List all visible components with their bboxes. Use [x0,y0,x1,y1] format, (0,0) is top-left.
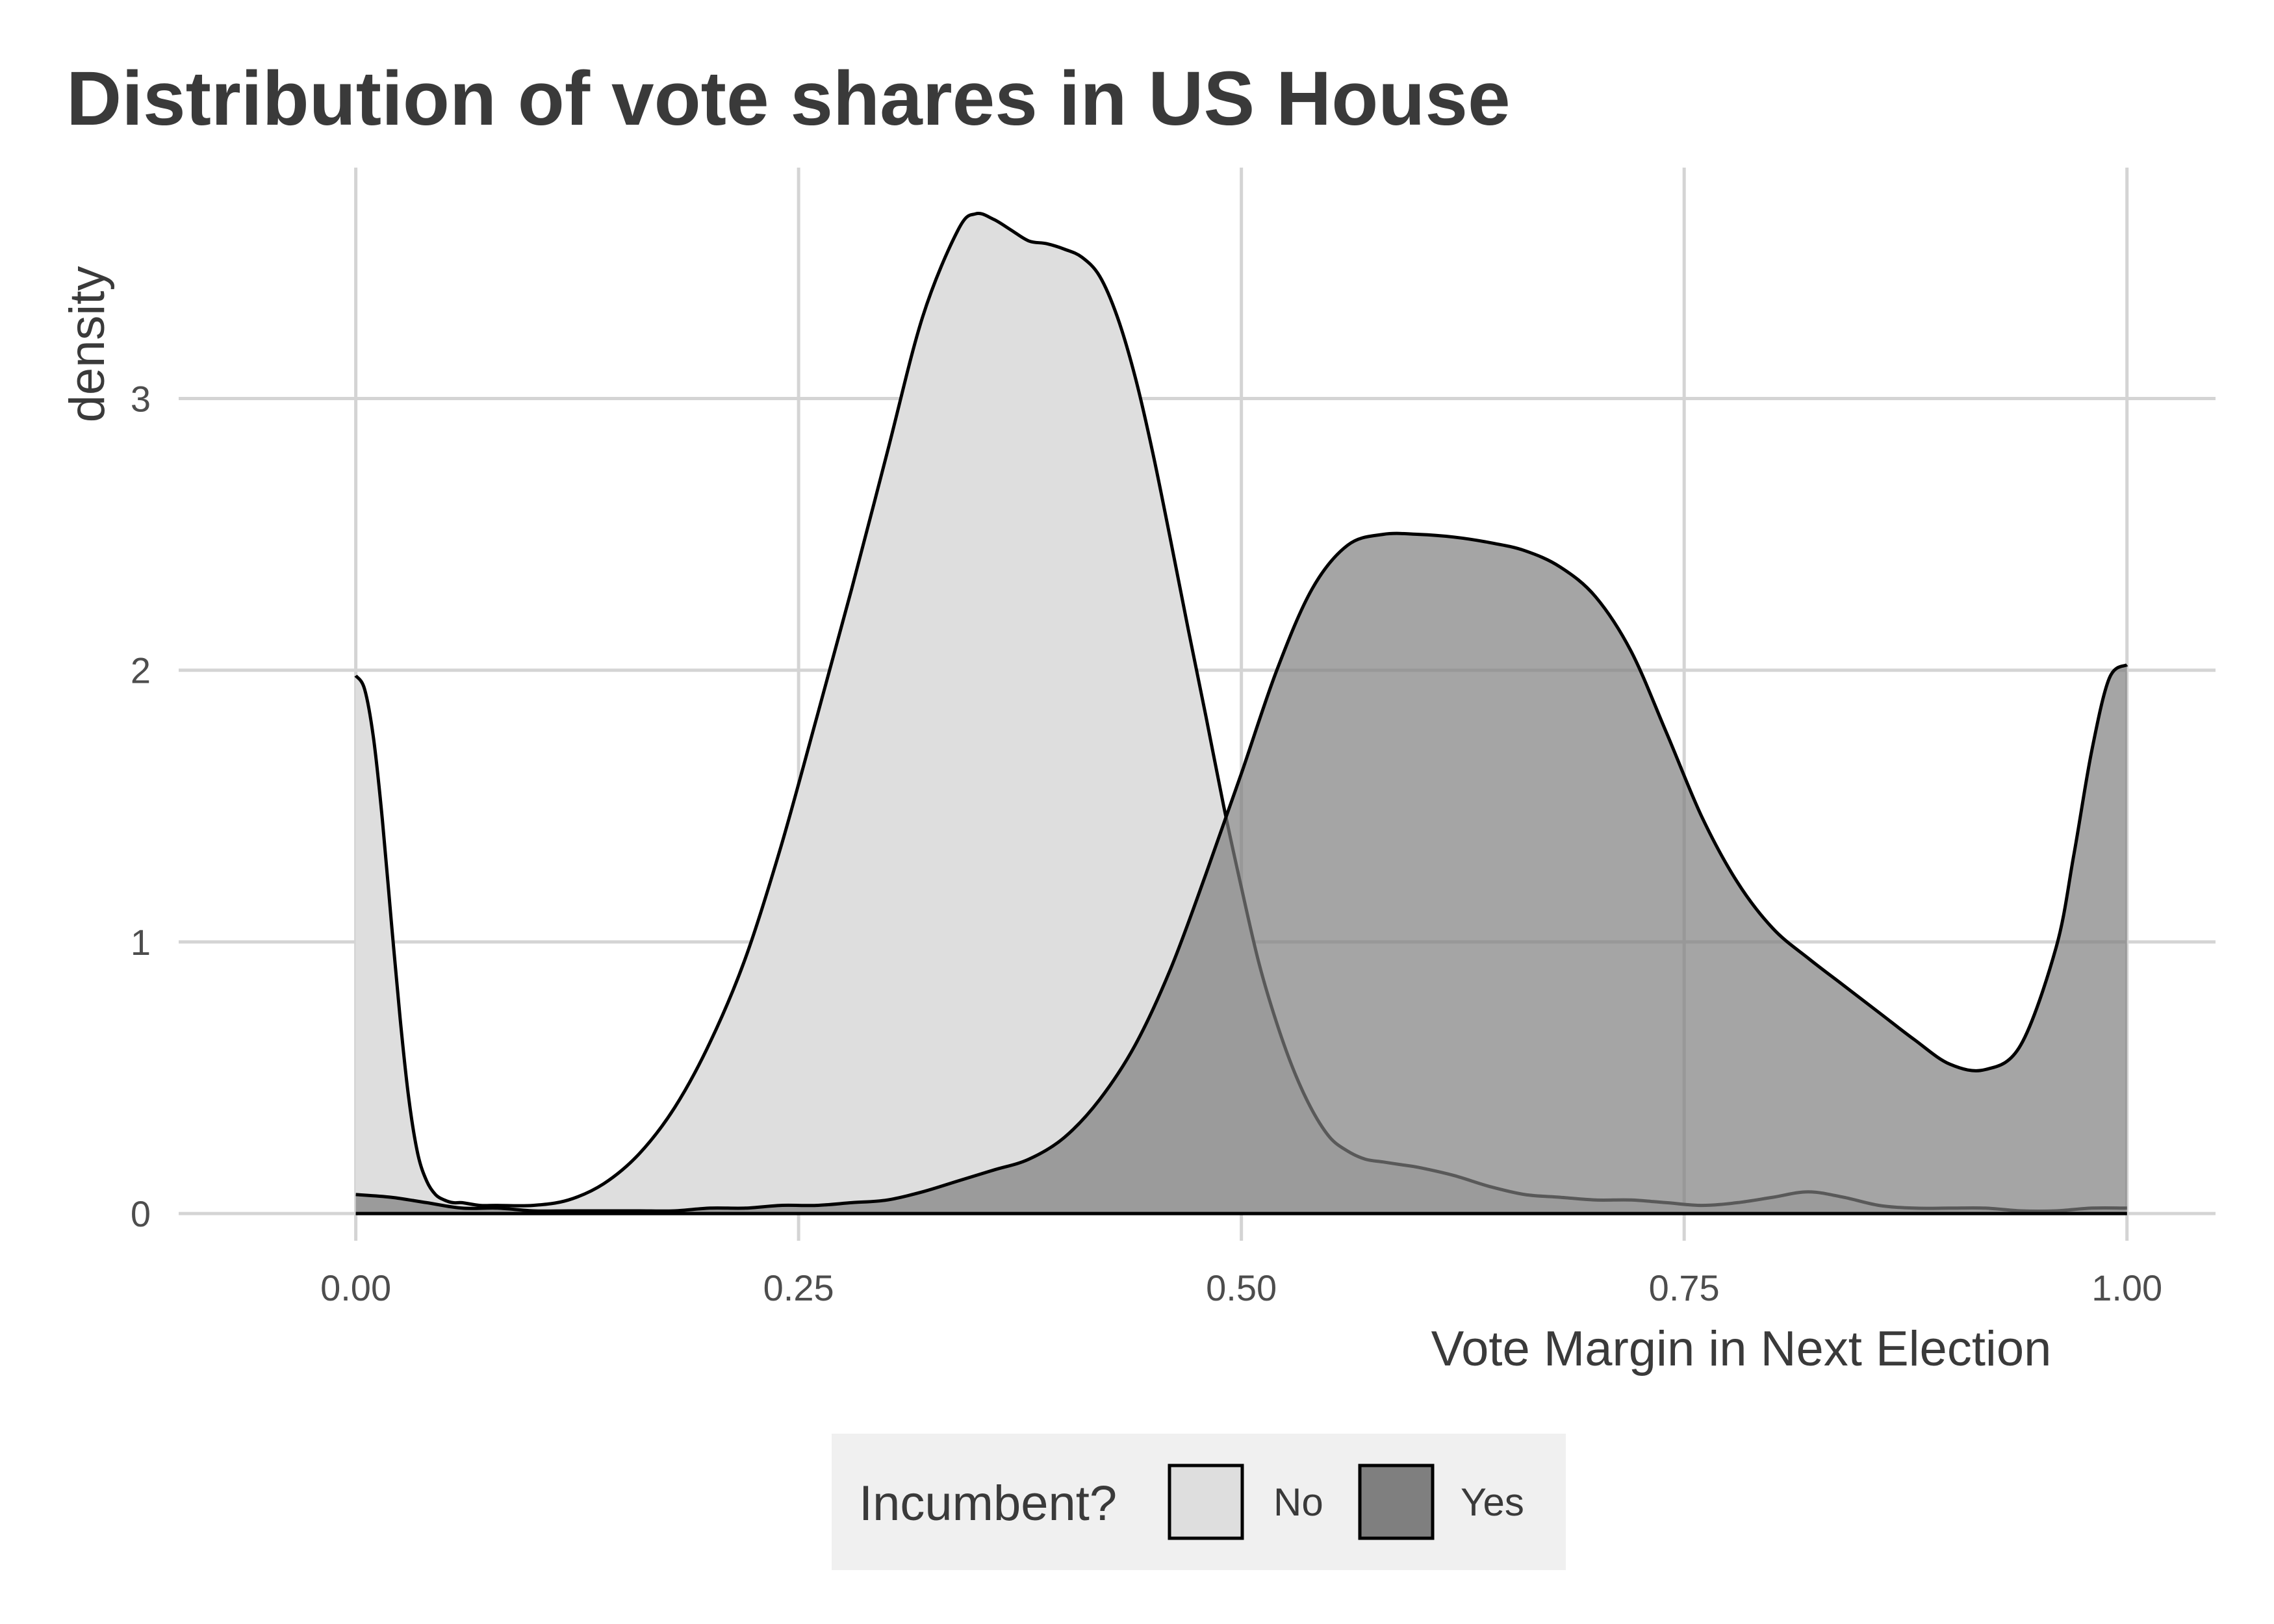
y-tick-label: 2 [131,650,151,691]
legend-label-yes: Yes [1461,1480,1524,1524]
density-area-no [355,213,2127,1214]
x-tick-label: 0.25 [763,1267,834,1308]
chart-title: Distribution of vote shares in US House [66,56,1511,142]
density-areas [354,211,2128,1215]
legend-label-no: No [1273,1480,1323,1524]
density-line-yes [355,531,2128,1213]
y-tick-label: 3 [131,378,151,419]
y-tick-label: 1 [131,922,151,963]
x-tick-label: 0.50 [1206,1267,1277,1308]
tick-labels: 0.00 0.25 0.50 0.75 1.00 0 1 2 3 [131,378,2162,1308]
x-tick-label: 1.00 [2091,1267,2162,1308]
density-area-yes [355,533,2127,1214]
legend-key-yes [1358,1464,1435,1540]
x-tick-label: 0.00 [320,1267,391,1308]
legend-key-no [1168,1464,1244,1540]
x-axis-label: Vote Margin in Next Election [1431,1321,2052,1377]
x-tick-label: 0.75 [1649,1267,1720,1308]
legend: Incumbent? No Yes [832,1434,1566,1570]
legend-title: Incumbent? [859,1476,1117,1531]
y-axis-label: density [60,266,115,423]
y-tick-label: 0 [131,1193,151,1234]
